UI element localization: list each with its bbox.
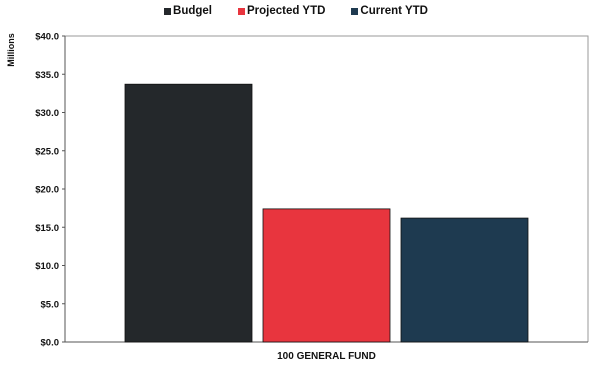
legend-swatch xyxy=(238,7,246,15)
y-tick-label: $30.0 xyxy=(35,108,59,119)
legend-label: Budgel xyxy=(173,5,213,17)
legend-label: Current YTD xyxy=(360,5,428,17)
x-category-label: 100 GENERAL FUND xyxy=(277,351,376,362)
y-tick-label: $0.0 xyxy=(41,338,60,349)
legend-label: Projected YTD xyxy=(247,5,326,17)
legend-swatch xyxy=(351,7,359,15)
bar-projected-ytd xyxy=(262,208,391,343)
y-tick-label: $25.0 xyxy=(35,146,59,157)
bar-budgel xyxy=(124,83,253,343)
y-tick-label: $5.0 xyxy=(41,299,60,310)
legend-item: Projected YTD xyxy=(238,5,325,17)
legend-item: Budgel xyxy=(164,5,212,17)
bar-current-ytd xyxy=(400,217,529,343)
chart-legend: Budgel Projected YTD Current YTD xyxy=(0,5,592,17)
y-tick-label: $20.0 xyxy=(35,185,59,196)
plot-frame xyxy=(65,35,589,342)
y-tick-label: $35.0 xyxy=(35,70,59,81)
y-tick-label: $40.0 xyxy=(35,32,59,43)
legend-swatch xyxy=(164,7,172,15)
legend-item: Current YTD xyxy=(351,5,428,17)
y-axis-title: Millions xyxy=(6,33,16,67)
y-tick-label: $10.0 xyxy=(35,261,59,272)
y-tick-label: $15.0 xyxy=(35,223,59,234)
